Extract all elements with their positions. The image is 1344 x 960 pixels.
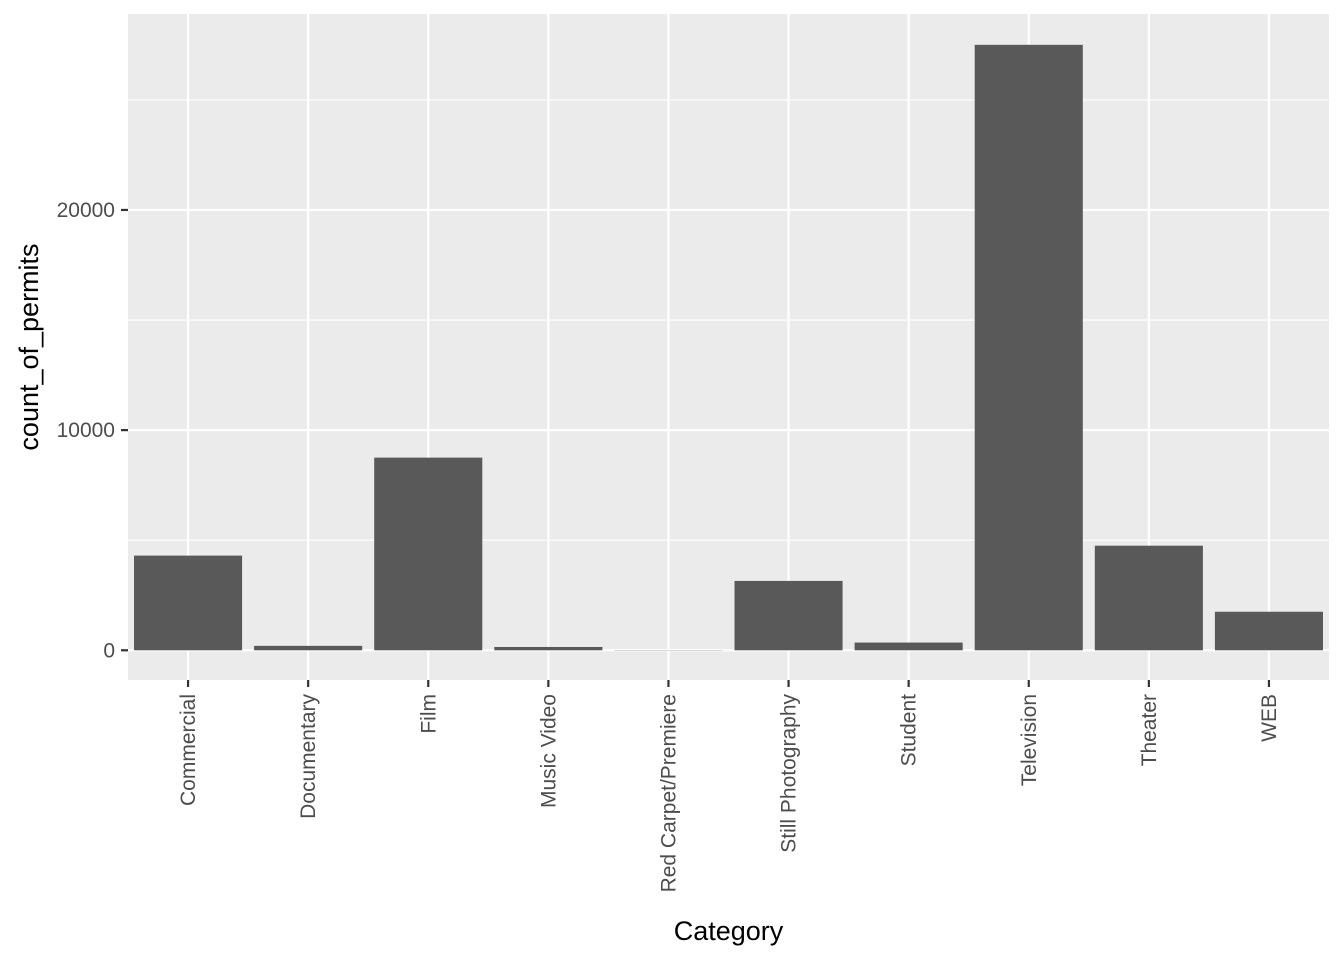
bar-theater bbox=[1094, 545, 1203, 651]
x-tick-label: WEB bbox=[1258, 694, 1281, 742]
minor-gridlines bbox=[128, 99, 1329, 541]
bar-film bbox=[374, 457, 483, 651]
bar-documentary bbox=[254, 645, 363, 651]
x-tick-label: Student bbox=[898, 694, 921, 767]
x-tick-label: Television bbox=[1018, 694, 1041, 786]
y-tick-label: 0 bbox=[103, 639, 115, 662]
y-tick-label: 20000 bbox=[57, 199, 115, 222]
bar-television bbox=[974, 44, 1083, 651]
x-tick-label: Music Video bbox=[537, 694, 560, 808]
x-tick-label: Red Carpet/Premiere bbox=[657, 694, 680, 892]
x-axis: Commercial Documentary Film Music Video Red … bbox=[177, 680, 1281, 892]
bar-music-video bbox=[494, 646, 603, 651]
bar-commercial bbox=[134, 555, 243, 651]
x-tick-label: Still Photography bbox=[778, 694, 801, 853]
x-tick-label: Commercial bbox=[177, 694, 200, 806]
bars bbox=[134, 44, 1323, 651]
y-axis: 0 10000 20000 bbox=[57, 199, 128, 662]
x-axis-title: Category bbox=[674, 916, 784, 946]
x-tick-label: Documentary bbox=[297, 694, 320, 819]
bar-still-photography bbox=[734, 580, 843, 651]
bar-student bbox=[854, 642, 963, 651]
x-tick-label: Film bbox=[417, 694, 440, 734]
x-tick-label: Theater bbox=[1138, 694, 1161, 766]
y-axis-title: count_of_permits bbox=[14, 243, 44, 450]
bar-web bbox=[1214, 611, 1323, 651]
y-tick-label: 10000 bbox=[57, 419, 115, 442]
